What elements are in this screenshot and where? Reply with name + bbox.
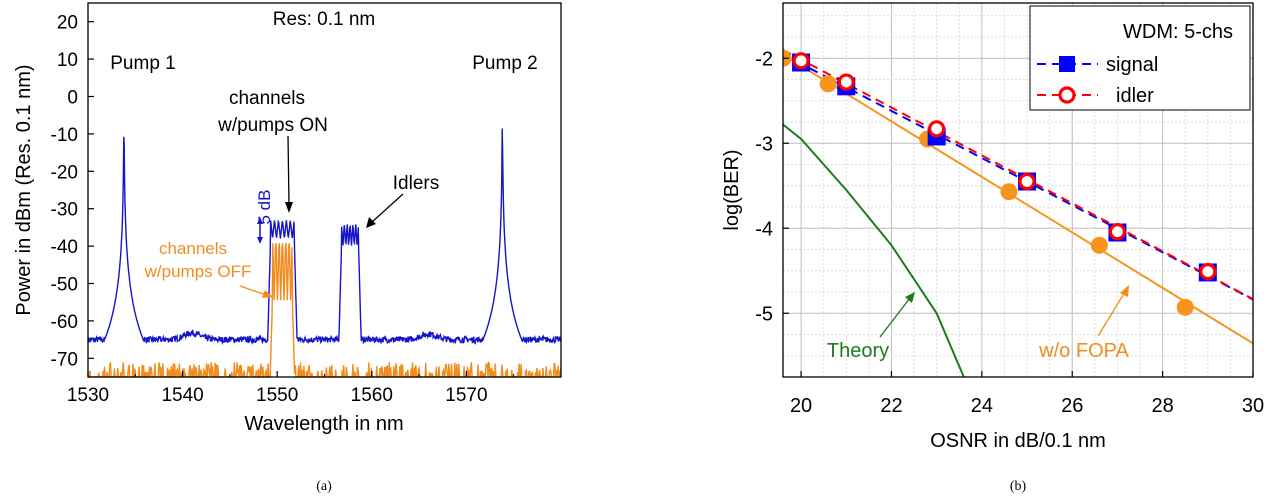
chart-a-axes: 1530 1540 1550 1560 1570 20 10 0 -10 -20 -30 -40 -50… <box>51 13 515 406</box>
chart-a-y-tick-label: -70 <box>51 349 78 370</box>
chart-a-caption: (a) <box>316 479 332 494</box>
chart-b-y-tick-label: -4 <box>755 218 773 240</box>
series-idler-point <box>1108 223 1127 241</box>
chart-a-y-tick-label: -60 <box>51 312 78 333</box>
series-wo-fopa-point <box>1000 183 1018 201</box>
chart-b-caption: (b) <box>1010 479 1027 494</box>
series-idler-point <box>1018 172 1036 191</box>
chart-b-y-tick-label: -2 <box>755 48 773 70</box>
chart-a-y-axis-label: Power in dBm (Res. 0.1 nm) <box>13 64 35 315</box>
series-wo-fopa-point <box>819 75 837 93</box>
chart-a-y-tick-label: -50 <box>51 275 78 296</box>
chart-a-y-tick-label: -10 <box>51 125 78 146</box>
legend-idler-label: idler <box>1116 85 1154 107</box>
idlers-arrow <box>371 193 404 223</box>
chart-a-x-tick-label: 1540 <box>161 385 203 406</box>
chart-b-y-axis-label: log(BER) <box>721 149 743 230</box>
channels-on-label-line1: channels <box>229 88 305 109</box>
wo-fopa-arrow <box>1097 291 1126 337</box>
five-db-arrowhead-up <box>257 217 263 224</box>
pump2-label: Pump 2 <box>472 53 537 74</box>
chart-a-x-tick-label: 1550 <box>256 385 298 406</box>
chart-a-y-tick-label: -20 <box>51 162 78 183</box>
chart-b-x-tick-label: 22 <box>880 395 902 417</box>
channels-off-label-line2: w/pumps OFF <box>144 262 252 281</box>
channels-on-arrowhead <box>285 202 293 213</box>
series-theory-line <box>783 123 965 377</box>
chart-a-x-axis-label: Wavelength in nm <box>244 413 403 435</box>
series-wo-fopa-point <box>1090 236 1108 254</box>
chart-b-y-tick-label: -3 <box>755 133 773 155</box>
chart-b-x-tick-label: 20 <box>790 395 812 417</box>
series-idler-line <box>783 49 1253 300</box>
legend-signal-label: signal <box>1106 54 1158 76</box>
chart-a-y-tick-label: 20 <box>57 13 78 34</box>
chart-a-y-tick-label: -30 <box>51 200 78 221</box>
chart-a-y-tick-label: 0 <box>67 88 78 109</box>
chart-a-y-tick-label: 10 <box>57 50 78 71</box>
five-db-label: 5 dB <box>255 190 274 225</box>
chart-b-x-tick-label: 26 <box>1061 395 1083 417</box>
chart-b-x-tick-label: 28 <box>1151 395 1173 417</box>
idlers-label: Idlers <box>393 173 439 194</box>
theory-arrow <box>879 297 911 338</box>
channels-off-label-line1: channels <box>159 239 227 258</box>
series-wo-fopa-point <box>1176 298 1194 316</box>
chart-a-spectrum: 1530 1540 1550 1560 1570 20 10 0 -10 -20 -30 -40 -50… <box>13 2 562 494</box>
channels-on-arrow <box>287 135 290 206</box>
chart-b-axes: 20 22 24 26 28 30 -2 -3 -4 -5 <box>755 48 1264 417</box>
idlers-arrowhead <box>366 217 376 228</box>
chart-a-x-tick-label: 1560 <box>351 385 393 406</box>
chart-b-x-axis-label: OSNR in dB/0.1 nm <box>930 430 1106 452</box>
five-db-arrowhead-down <box>257 237 263 244</box>
channels-on-label-line2: w/pumps ON <box>217 115 328 136</box>
chart-b-y-tick-label: -5 <box>755 303 773 325</box>
chart-a-y-tick-label: -40 <box>51 237 78 258</box>
channels-off-arrowhead <box>262 290 273 298</box>
theory-label: Theory <box>827 340 889 362</box>
chart-b-legend: WDM: 5-chs signal idler <box>1029 5 1251 111</box>
series-pumps-on <box>87 128 562 346</box>
legend-title: WDM: 5-chs <box>1123 21 1233 43</box>
series-idler-point <box>792 52 810 70</box>
pump1-label: Pump 1 <box>110 53 175 74</box>
chart-b-ber: 20 22 24 26 28 30 -2 -3 -4 -5 WDM: 5-chs signal i… <box>721 2 1264 494</box>
chart-b-plot-area <box>783 49 1253 377</box>
chart-a-x-tick-label: 1530 <box>67 385 109 406</box>
series-idler-point <box>837 73 855 91</box>
series-wo-fopa-line <box>783 53 1253 345</box>
chart-b-series-group <box>783 49 1253 377</box>
series-idler-point <box>1199 263 1217 281</box>
wo-fopa-label: w/o FOPA <box>1038 340 1129 362</box>
series-idler-point <box>928 120 946 138</box>
chart-b-frame <box>782 2 1254 378</box>
theory-arrowhead <box>905 292 915 303</box>
chart-b-x-tick-label: 24 <box>971 395 993 417</box>
wo-fopa-arrowhead <box>1120 285 1129 297</box>
legend-signal-marker <box>1059 56 1075 72</box>
res-annotation: Res: 0.1 nm <box>273 9 375 30</box>
channels-off-arrow <box>239 285 267 296</box>
chart-a-x-tick-label: 1570 <box>445 385 487 406</box>
chart-b-x-tick-label: 30 <box>1242 395 1264 417</box>
legend-idler-marker <box>1058 86 1076 104</box>
